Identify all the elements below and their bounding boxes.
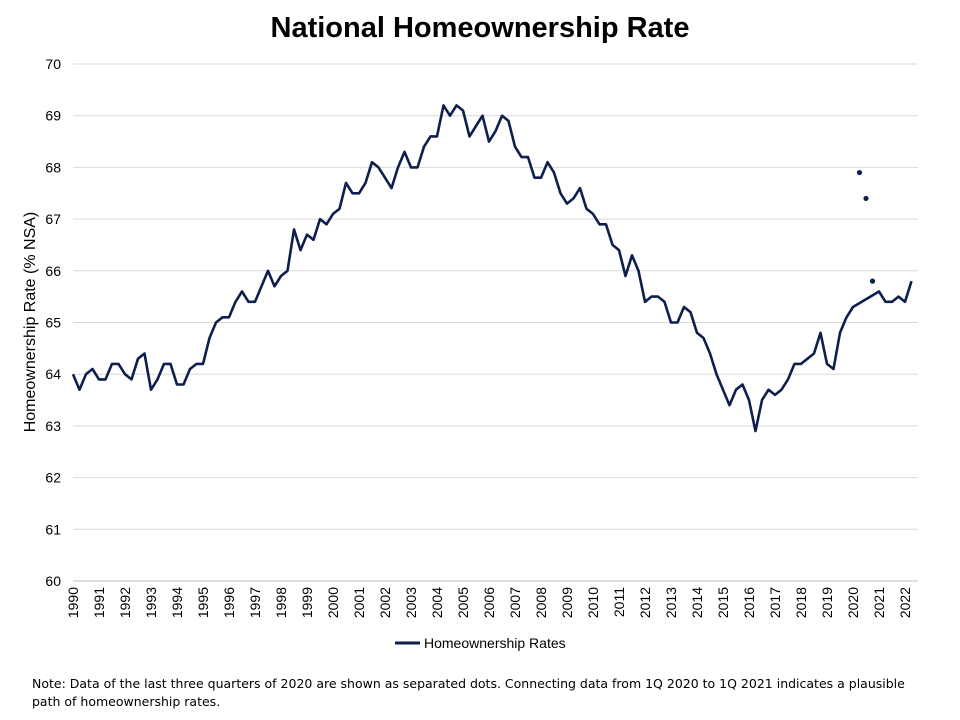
x-tick-label: 2012: [637, 587, 653, 618]
y-tick-label: 67: [45, 211, 61, 227]
x-tick-label: 2021: [871, 587, 887, 618]
y-tick-label: 60: [45, 573, 61, 589]
y-tick-label: 63: [45, 418, 61, 434]
y-tick-label: 68: [45, 159, 61, 175]
x-tick-label: 1993: [143, 587, 159, 618]
x-tick-label: 2018: [793, 587, 809, 618]
x-tick-label: 2011: [611, 587, 627, 617]
series-layer: [71, 104, 913, 433]
x-tick-label: 1998: [273, 587, 289, 618]
x-tick-label: 1997: [247, 587, 263, 618]
chart-area: 60 61 62 63 64 65 66 67 68 69 70 1990 1991 1992 1993 19…: [22, 56, 918, 651]
x-tick-label: 2005: [455, 587, 471, 618]
x-tick-label: 2003: [403, 587, 419, 618]
gridlines: [73, 63, 918, 530]
y-tick-label: 61: [45, 521, 61, 537]
x-tick-label: 2008: [533, 587, 549, 618]
x-tick-label: 1996: [221, 587, 237, 618]
x-tick-label: 2014: [689, 587, 705, 618]
x-tick-label: 1994: [169, 587, 185, 618]
x-tick-label: 2002: [377, 587, 393, 618]
x-tick-label: 2019: [819, 587, 835, 618]
legend: Homeownership Rates: [395, 635, 566, 651]
x-tick-label: 2022: [897, 587, 913, 618]
series-line-homeownership-rates: [71, 104, 913, 433]
x-tick-label: 2006: [481, 587, 497, 618]
x-tick-label: 1991: [91, 587, 107, 618]
y-tick-label: 70: [45, 56, 61, 72]
series-dot-2020: [856, 169, 863, 176]
x-tick-label: 2016: [741, 587, 757, 618]
x-tick-label: 2010: [585, 587, 601, 618]
axes: 60 61 62 63 64 65 66 67 68 69 70 1990 1991 1992 1993 19…: [45, 56, 918, 618]
x-tick-label: 2009: [559, 587, 575, 618]
y-tick-label: 69: [45, 108, 61, 124]
y-tick-label: 65: [45, 315, 61, 331]
x-tick-label: 2017: [767, 587, 783, 618]
chart-title: National Homeownership Rate: [270, 12, 690, 44]
legend-label: Homeownership Rates: [424, 635, 566, 651]
x-tick-label: 1995: [195, 587, 211, 618]
x-tick-label: 2007: [507, 587, 523, 618]
y-tick-label: 62: [45, 470, 61, 486]
x-tick-label: 2001: [351, 587, 367, 618]
series-dot-2020: [869, 278, 876, 284]
x-tick-label: 2020: [845, 587, 861, 618]
x-tick-label: 1992: [117, 587, 133, 618]
series-dot-2020: [863, 195, 869, 202]
footnote: Note: Data of the last three quarters of…: [32, 676, 905, 709]
x-tick-label: 2013: [663, 587, 679, 618]
x-tick-label: 2015: [715, 587, 731, 618]
x-tick-label: 1999: [299, 587, 315, 618]
x-tick-label: 2004: [429, 587, 445, 618]
y-axis-title: Homeownership Rate (% NSA): [22, 212, 39, 433]
y-tick-label: 64: [45, 366, 61, 382]
y-tick-label: 66: [45, 263, 61, 279]
x-tick-label: 2000: [325, 587, 341, 618]
x-tick-label: 1990: [65, 587, 81, 618]
